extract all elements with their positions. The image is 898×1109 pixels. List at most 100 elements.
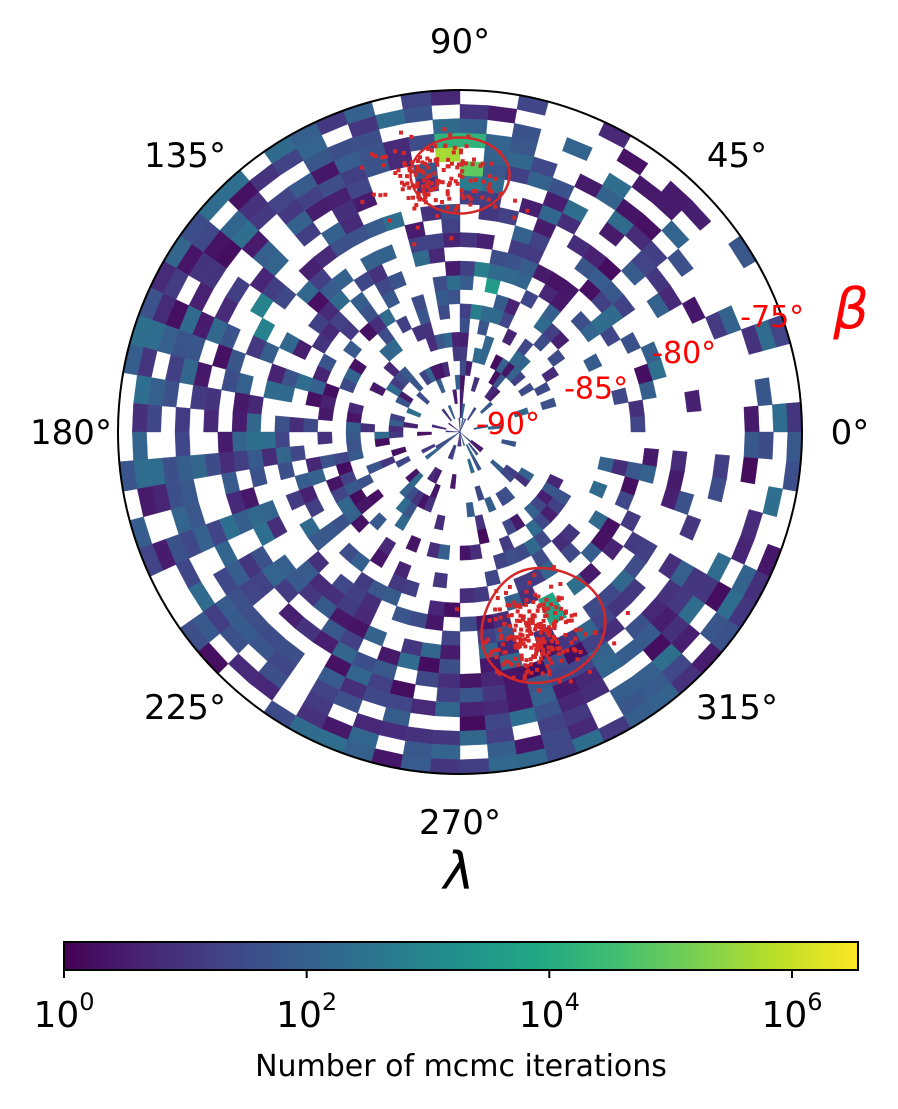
sample-point — [512, 637, 517, 642]
heatmap-cell — [379, 344, 397, 362]
sample-point — [549, 584, 554, 589]
heatmap-cell — [425, 614, 445, 631]
sample-point — [540, 671, 545, 676]
sample-point — [445, 205, 450, 210]
heatmap-cell — [578, 562, 602, 586]
heatmap-cell — [395, 315, 413, 334]
sample-point — [449, 236, 454, 241]
sample-point — [547, 672, 552, 677]
heatmap-cell — [472, 347, 483, 364]
heatmap-cell — [562, 137, 593, 162]
sample-point — [410, 183, 415, 188]
sample-point — [485, 637, 490, 642]
heatmap-cell — [459, 687, 484, 703]
sample-point — [544, 597, 549, 602]
sample-point — [532, 614, 537, 619]
sample-point — [468, 197, 473, 201]
sample-point — [493, 648, 498, 653]
heatmap-cell — [616, 147, 649, 176]
sample-point — [415, 181, 420, 186]
heatmap-cell — [634, 538, 658, 564]
sample-point — [433, 198, 438, 203]
sample-point — [487, 618, 492, 623]
sample-point — [504, 590, 508, 595]
heatmap-cell — [740, 509, 764, 540]
heatmap-cell — [467, 458, 475, 474]
sample-point — [498, 615, 503, 620]
heatmap-cell — [401, 579, 420, 598]
sample-point — [578, 650, 583, 655]
radial-tick-label: -85° — [564, 371, 628, 406]
sample-point — [494, 655, 499, 660]
heatmap-cell — [681, 296, 706, 324]
heatmap-cell — [642, 447, 659, 467]
sample-point — [446, 183, 451, 188]
sample-point — [554, 605, 559, 610]
heatmap-cell — [469, 544, 483, 560]
sample-point — [430, 148, 435, 153]
sample-point — [547, 669, 552, 674]
heatmap-cell — [547, 349, 566, 367]
heatmap-cell — [533, 381, 551, 397]
sample-point — [452, 145, 457, 150]
heatmap-cell — [470, 376, 480, 393]
colorbar: 100 102 104 106 Number of mcmc iterations — [33, 941, 859, 1084]
heatmap-cell — [174, 406, 191, 433]
heatmap-cell — [481, 335, 495, 352]
sample-point — [440, 180, 445, 185]
heatmap-cell — [427, 600, 446, 617]
colorbar-tick-label: 106 — [761, 988, 822, 1036]
sample-point — [387, 218, 392, 223]
sample-point — [474, 189, 479, 194]
heatmap-cell — [501, 439, 517, 447]
sample-point — [549, 639, 554, 644]
sample-point — [466, 134, 471, 139]
heatmap-cell — [420, 204, 442, 222]
sample-point — [526, 620, 531, 625]
heatmap-cell — [459, 104, 489, 120]
heatmap-cell — [317, 431, 333, 445]
heatmap-cell — [288, 416, 305, 433]
sample-point — [528, 630, 533, 635]
sample-point — [517, 636, 522, 641]
sample-point — [525, 208, 530, 213]
heatmap-cell — [360, 423, 376, 433]
sample-point — [549, 602, 554, 607]
sample-point — [416, 159, 421, 163]
sample-point — [402, 163, 407, 168]
sample-point — [523, 602, 528, 607]
heatmap-cell — [446, 275, 461, 291]
sample-point — [625, 610, 630, 615]
sample-point — [532, 573, 537, 578]
heatmap-cell — [541, 366, 560, 383]
sample-point — [534, 651, 539, 656]
heatmap-cell — [513, 407, 530, 418]
sample-point — [459, 188, 464, 193]
sample-point — [541, 651, 546, 656]
sample-point — [415, 168, 420, 173]
heatmap-cell — [546, 473, 564, 490]
sample-point — [532, 654, 537, 659]
heatmap-cell — [394, 513, 411, 532]
sample-point — [508, 623, 513, 628]
sample-point — [424, 182, 429, 187]
sample-point — [442, 127, 447, 132]
sample-point — [518, 632, 523, 637]
heatmap-cell — [458, 417, 461, 433]
heatmap-cell — [630, 415, 646, 433]
sample-point — [495, 596, 500, 601]
sample-point — [519, 653, 524, 658]
sample-point — [488, 653, 493, 658]
heatmap-cell — [743, 405, 760, 433]
heatmap-cell — [459, 360, 467, 376]
sample-point — [384, 154, 389, 159]
heatmap-cell — [757, 431, 774, 460]
heatmap-cell — [246, 449, 264, 470]
sample-point — [573, 612, 578, 617]
heatmap-cell — [432, 118, 461, 135]
heatmap-cell — [289, 445, 306, 462]
sample-point — [544, 653, 549, 658]
sample-point — [547, 657, 552, 662]
sample-point — [508, 603, 513, 608]
heatmap-cell — [560, 523, 581, 544]
